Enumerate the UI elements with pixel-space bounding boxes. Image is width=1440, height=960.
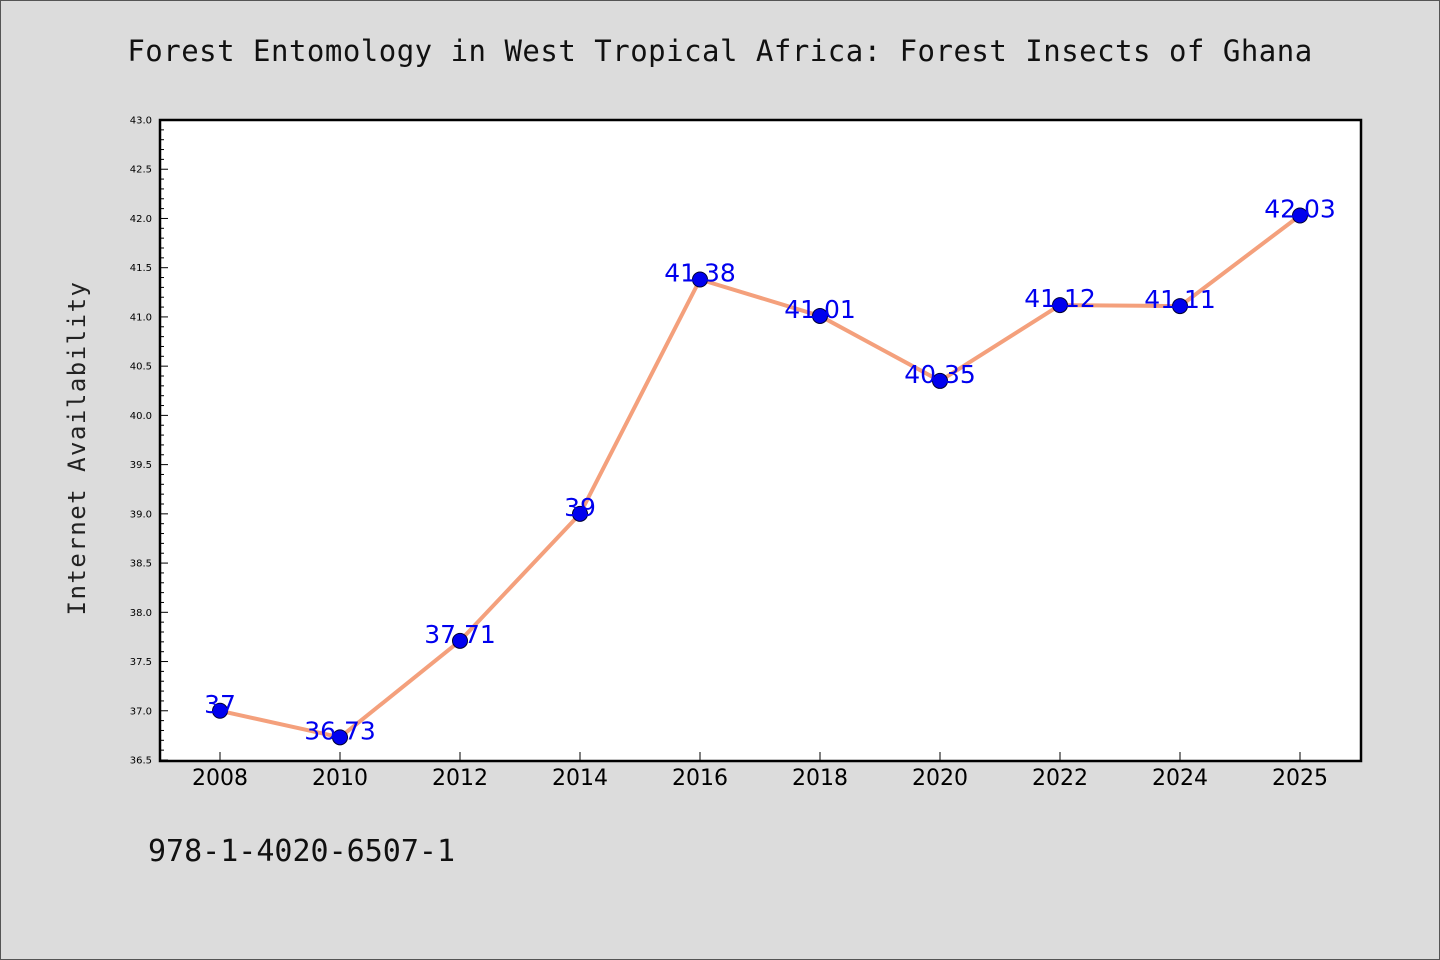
y-tick-label: 37.5 xyxy=(130,657,152,668)
data-label: 41.01 xyxy=(784,295,856,324)
data-label: 37 xyxy=(204,690,236,719)
x-axis: 2008 2010 2012 2014 2016 2018 2020 2022 2024 2025 xyxy=(192,752,1328,791)
y-tick-label: 40.5 xyxy=(130,362,152,373)
x-tick-label: 2012 xyxy=(432,766,488,791)
data-point xyxy=(932,372,948,389)
x-tick-label: 2010 xyxy=(312,766,368,791)
data-label: 41.38 xyxy=(664,259,736,288)
y-tick-label: 40.0 xyxy=(130,411,152,422)
x-tick-label: 2008 xyxy=(192,766,248,791)
x-tick-label: 2018 xyxy=(792,766,848,791)
data-point xyxy=(452,632,468,649)
y-tick-label: 41.5 xyxy=(130,263,152,274)
y-tick-label: 36.5 xyxy=(130,756,152,767)
data-point xyxy=(332,729,348,746)
y-tick-label: 39.5 xyxy=(130,460,152,471)
data-label: 40.35 xyxy=(904,360,976,389)
x-tick-label: 2024 xyxy=(1152,766,1208,791)
y-tick-label: 42.0 xyxy=(130,214,152,225)
data-label: 42.03 xyxy=(1264,195,1336,224)
y-tick-label: 42.5 xyxy=(130,165,152,176)
y-tick-label: 38.0 xyxy=(130,608,152,619)
data-label: 36.73 xyxy=(304,716,376,745)
plot-area xyxy=(158,118,1363,763)
data-label: 37.71 xyxy=(424,620,496,649)
data-point xyxy=(812,307,828,324)
series-line xyxy=(219,213,1302,740)
data-label: 41.12 xyxy=(1024,284,1096,313)
data-point xyxy=(212,702,228,719)
data-point xyxy=(1292,207,1308,224)
chart-title: Forest Entomology in West Tropical Afric… xyxy=(127,34,1313,68)
x-tick-label: 2014 xyxy=(552,766,608,791)
y-tick-label: 37.0 xyxy=(130,706,152,717)
data-point xyxy=(572,505,588,522)
y-axis: 36.5 37.0 37.5 38.0 38.5 39.0 39.5 40.0 40.5 41.0… xyxy=(130,116,168,767)
isbn-text: 978-1-4020-6507-1 xyxy=(148,834,456,869)
y-axis-label: Internet Availability xyxy=(63,281,91,616)
y-tick-label: 43.0 xyxy=(130,116,152,127)
y-tick-label: 38.5 xyxy=(130,559,152,570)
x-tick-label: 2022 xyxy=(1032,766,1088,791)
x-tick-label: 2020 xyxy=(912,766,968,791)
y-tick-label: 39.0 xyxy=(130,509,152,520)
data-label: 41.11 xyxy=(1144,285,1216,314)
data-point xyxy=(692,271,708,288)
x-tick-label: 2025 xyxy=(1272,766,1328,791)
y-tick-label: 41.0 xyxy=(130,312,152,323)
data-point xyxy=(1052,297,1068,314)
series-group: 37 36.73 37.71 39 41.38 41.01 40.35 41.12 41.11 4… xyxy=(204,195,1336,746)
data-point xyxy=(1172,298,1188,315)
data-label: 39 xyxy=(564,493,596,522)
x-tick-label: 2016 xyxy=(672,766,728,791)
